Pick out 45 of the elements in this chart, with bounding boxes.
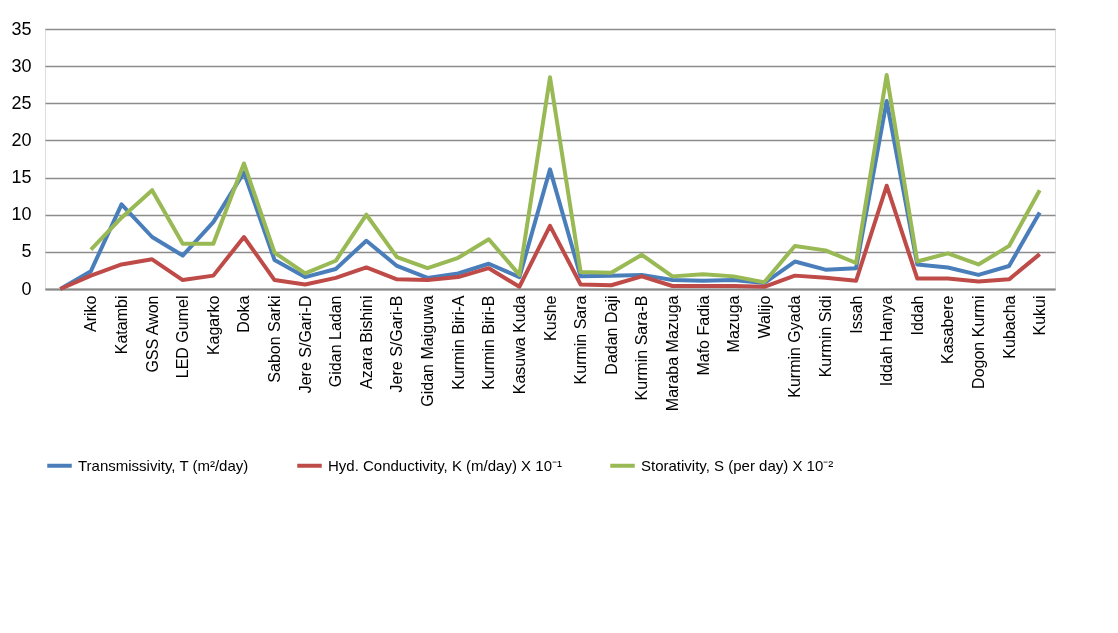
x-tick-label: Dadan Daji — [602, 295, 620, 375]
x-tick-label: Azara Bishini — [357, 295, 375, 389]
x-tick-label: Iddah Hanya — [878, 295, 896, 387]
x-tick-label: Walijo — [755, 295, 773, 339]
x-tick-label: Jere S/Gari-B — [388, 295, 406, 393]
legend-label: Transmissivity, T (m²/day) — [78, 456, 249, 474]
y-tick-label: 0 — [21, 278, 32, 299]
line-series — [88, 73, 1042, 285]
x-tick-label: Dogon Kurmi — [969, 295, 987, 389]
x-tick-label: Kurmin Sara — [572, 295, 590, 385]
x-tick-label: Iddah — [908, 295, 926, 336]
x-tick-label: Mazuga — [725, 295, 743, 353]
x-tick-label: Kurmin Sidi — [816, 295, 834, 378]
x-tick-label: Doka — [235, 295, 253, 333]
y-tick-label: 25 — [11, 92, 32, 113]
x-tick-label: Kasuwa Kuda — [510, 295, 528, 395]
line-series — [58, 183, 1042, 291]
x-tick-label: Kurmin Gyada — [786, 295, 804, 398]
y-tick-label: 15 — [11, 167, 32, 188]
legend-label: Storativity, S (per day) X 10⁻² — [641, 456, 834, 474]
x-tick-label: Kurmin Biri-A — [449, 295, 467, 390]
x-tick-label: Maraba Mazuga — [663, 295, 681, 412]
x-tick-label: Mafo Fadia — [694, 295, 712, 376]
legend-label: Hyd. Conductivity, K (m/day) X 10⁻¹ — [328, 456, 562, 474]
x-tick-label: Kukui — [1031, 295, 1049, 336]
x-tick-label: Issah — [847, 295, 865, 334]
y-tick-label: 5 — [21, 241, 32, 262]
y-tick-label: 35 — [11, 18, 32, 39]
x-tick-label: Sabon Sarki — [266, 295, 284, 383]
x-tick-label: Kasabere — [939, 295, 957, 364]
x-tick-label: Gidan Ladan — [327, 295, 345, 388]
y-tick-label: 20 — [11, 129, 32, 150]
x-tick-label: Kurmin Sara-B — [633, 295, 651, 401]
x-tick-label: GSS Awon — [143, 295, 161, 373]
y-tick-label: 30 — [11, 55, 32, 76]
x-tick-label: Gidan Maiguwa — [419, 295, 437, 407]
x-tick-label: Katambi — [113, 295, 131, 355]
x-tick-label: Kurmin Biri-B — [480, 295, 498, 390]
x-tick-label: Kagarko — [204, 295, 222, 356]
x-tick-label: Jere S/Gari-D — [296, 295, 314, 394]
x-tick-label: LED Gumel — [174, 295, 192, 379]
x-tick-label: Kushe — [541, 295, 559, 341]
x-tick-label: Kubacha — [1000, 295, 1018, 359]
y-tick-label: 10 — [11, 204, 32, 225]
x-tick-label: Ariko — [82, 295, 100, 332]
